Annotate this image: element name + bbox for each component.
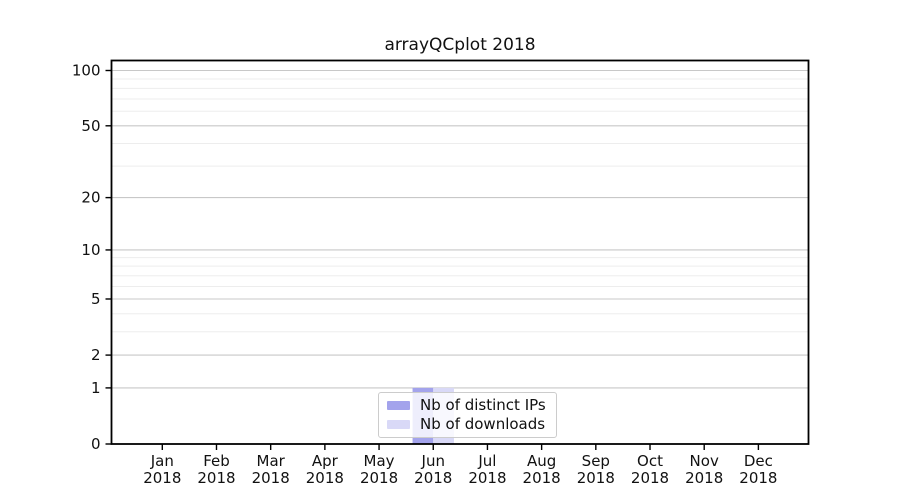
x-tick-label-year: 2018 <box>143 469 181 487</box>
x-tick-label-month: Apr <box>312 452 339 470</box>
legend-label-downloads: Nb of downloads <box>420 415 546 433</box>
x-tick-label-year: 2018 <box>685 469 723 487</box>
x-tick-label-month: Feb <box>203 452 230 470</box>
x-tick-label-month: Aug <box>527 452 556 470</box>
x-tick-label-month: May <box>364 452 395 470</box>
legend-swatch-distinct-ips <box>387 401 410 410</box>
x-tick-label-year: 2018 <box>468 469 506 487</box>
x-tick-label-year: 2018 <box>306 469 344 487</box>
x-tick-label-year: 2018 <box>414 469 452 487</box>
y-tick-label: 2 <box>91 346 101 364</box>
x-tick-label-month: Jan <box>150 452 174 470</box>
x-tick-label-year: 2018 <box>197 469 235 487</box>
x-tick-label-month: Jul <box>477 452 496 470</box>
x-tick-label-month: Nov <box>690 452 719 470</box>
y-tick-label: 5 <box>91 290 101 308</box>
legend-item-downloads: Nb of downloads <box>387 417 546 432</box>
x-tick-label-month: Dec <box>744 452 773 470</box>
x-tick-label-year: 2018 <box>739 469 777 487</box>
x-tick-label-year: 2018 <box>631 469 669 487</box>
plot-frame <box>110 59 810 445</box>
x-tick-label-month: Jun <box>421 452 445 470</box>
y-tick-label: 100 <box>72 62 101 80</box>
x-tick-label-month: Mar <box>257 452 286 470</box>
legend-swatch-downloads <box>387 420 410 429</box>
legend-item-distinct-ips: Nb of distinct IPs <box>387 398 546 413</box>
y-tick-label: 50 <box>81 117 100 135</box>
y-tick-label: 10 <box>81 241 100 259</box>
x-tick-label-year: 2018 <box>577 469 615 487</box>
y-tick-label: 0 <box>91 435 101 453</box>
x-tick-label-year: 2018 <box>360 469 398 487</box>
x-tick-label-year: 2018 <box>523 469 561 487</box>
legend-label-distinct-ips: Nb of distinct IPs <box>420 396 546 414</box>
legend: Nb of distinct IPs Nb of downloads <box>378 392 557 438</box>
y-tick-label: 1 <box>91 379 101 397</box>
x-tick-label-month: Oct <box>637 452 663 470</box>
x-tick-label-year: 2018 <box>252 469 290 487</box>
y-tick-label: 20 <box>81 189 100 207</box>
chart-title: arrayQCplot 2018 <box>384 35 536 55</box>
x-tick-label-month: Sep <box>582 452 610 470</box>
